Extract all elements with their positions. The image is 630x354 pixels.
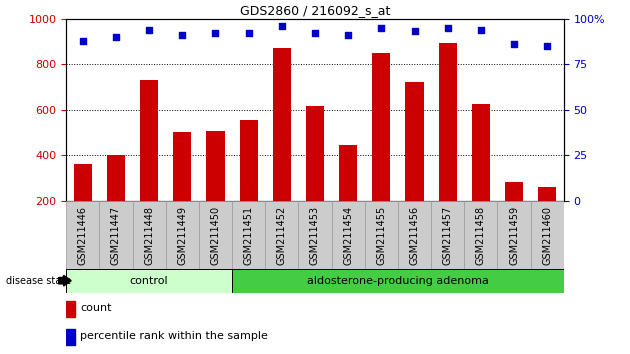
Text: percentile rank within the sample: percentile rank within the sample [80,331,268,341]
Text: GSM211450: GSM211450 [210,206,220,265]
Point [410,29,420,34]
Text: GSM211458: GSM211458 [476,206,486,265]
Bar [498,201,530,269]
Bar [140,80,158,246]
Point [111,34,121,40]
Point [210,30,220,36]
Bar [472,104,490,246]
Text: GSM211449: GSM211449 [177,206,187,265]
Point [443,25,453,31]
Bar [232,269,564,293]
Text: GSM211448: GSM211448 [144,206,154,265]
Bar [438,42,457,246]
Bar [66,269,232,293]
Bar [464,201,498,269]
Bar [166,201,199,269]
Text: GSM211446: GSM211446 [77,206,88,265]
Text: disease state: disease state [6,276,71,286]
Point [376,25,386,31]
Text: GSM211454: GSM211454 [343,206,353,265]
Point [77,38,88,43]
Bar [173,132,192,246]
Text: GSM211451: GSM211451 [244,206,254,265]
Bar [132,201,166,269]
Point [343,32,353,38]
Point [277,23,287,29]
Bar [431,201,464,269]
Text: GSM211447: GSM211447 [111,206,121,265]
Bar [199,201,232,269]
Bar [207,131,224,246]
Bar [232,201,265,269]
Text: GSM211452: GSM211452 [277,206,287,266]
Text: count: count [80,303,112,313]
Point [244,30,254,36]
Bar [66,301,75,317]
Bar [306,106,324,246]
Point [177,32,187,38]
Title: GDS2860 / 216092_s_at: GDS2860 / 216092_s_at [240,5,390,18]
Bar [530,201,564,269]
Point [509,41,519,47]
Bar [265,201,299,269]
Text: GSM211453: GSM211453 [310,206,320,265]
Bar [74,164,92,246]
Bar [299,201,331,269]
Bar [365,201,398,269]
Text: GSM211460: GSM211460 [542,206,553,265]
Bar [398,201,431,269]
Point [144,27,154,33]
Text: aldosterone-producing adenoma: aldosterone-producing adenoma [307,276,489,286]
Text: control: control [130,276,168,286]
Bar [331,201,365,269]
Bar [100,201,132,269]
Bar [66,329,75,345]
Bar [66,201,100,269]
Bar [107,155,125,246]
Bar [273,48,291,246]
Bar [406,82,423,246]
Bar [372,53,391,246]
Bar [538,188,556,246]
Bar [339,145,357,246]
Bar [239,120,258,246]
Text: GSM211456: GSM211456 [410,206,420,265]
Point [310,30,320,36]
Point [476,27,486,33]
Text: GSM211455: GSM211455 [376,206,386,266]
Text: GSM211459: GSM211459 [509,206,519,265]
Point [542,43,553,49]
Text: GSM211457: GSM211457 [443,206,453,266]
Bar [505,183,523,246]
